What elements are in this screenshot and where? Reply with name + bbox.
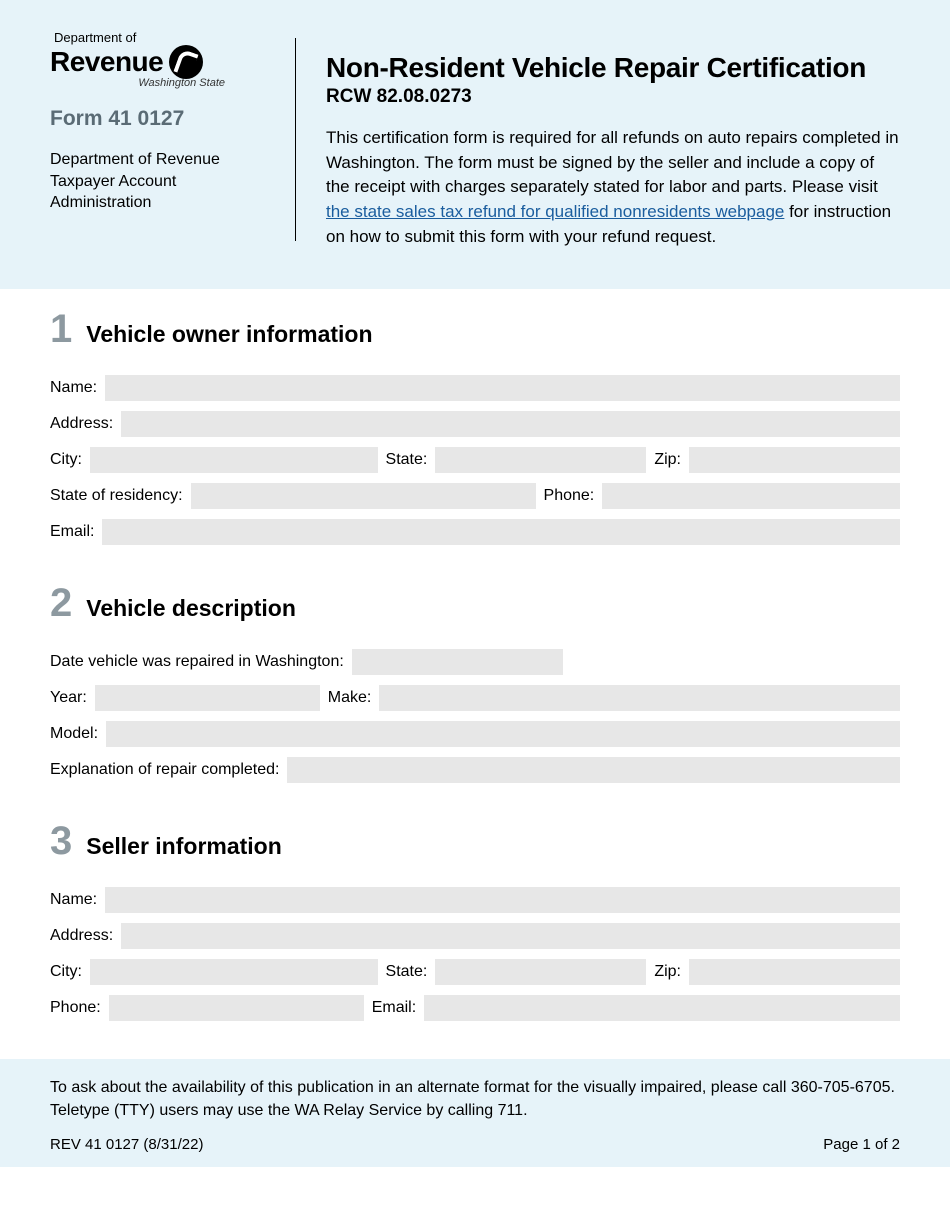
vehicle-make-input[interactable] bbox=[379, 685, 900, 711]
label-email: Email: bbox=[50, 523, 94, 541]
owner-zip-input[interactable] bbox=[689, 447, 900, 473]
seller-zip-input[interactable] bbox=[689, 959, 900, 985]
repair-explanation-input[interactable] bbox=[287, 757, 900, 783]
label-name: Name: bbox=[50, 891, 97, 909]
department-address: Department of Revenue Taxpayer Account A… bbox=[50, 149, 265, 214]
section-number: 3 bbox=[50, 821, 72, 861]
logo-sub-text: Washington State bbox=[50, 77, 225, 89]
section-number: 1 bbox=[50, 309, 72, 349]
label-state: State: bbox=[386, 451, 428, 469]
form-number: Form 41 0127 bbox=[50, 107, 265, 131]
vehicle-year-input[interactable] bbox=[95, 685, 320, 711]
label-address: Address: bbox=[50, 415, 113, 433]
footer-band: To ask about the availability of this pu… bbox=[0, 1059, 950, 1167]
repair-date-input[interactable] bbox=[352, 649, 563, 675]
seller-name-input[interactable] bbox=[105, 887, 900, 913]
label-phone: Phone: bbox=[50, 999, 101, 1017]
label-zip: Zip: bbox=[654, 963, 681, 981]
label-model: Model: bbox=[50, 725, 98, 743]
owner-phone-input[interactable] bbox=[602, 483, 900, 509]
label-address: Address: bbox=[50, 927, 113, 945]
seller-phone-input[interactable] bbox=[109, 995, 364, 1021]
owner-state-input[interactable] bbox=[435, 447, 646, 473]
header-left-col: Department of Revenue Washington State F… bbox=[50, 30, 265, 249]
footer-page-number: Page 1 of 2 bbox=[823, 1136, 900, 1153]
revenue-swirl-icon bbox=[169, 45, 203, 79]
accessibility-notice: To ask about the availability of this pu… bbox=[50, 1077, 900, 1122]
label-explanation: Explanation of repair completed: bbox=[50, 761, 279, 779]
owner-name-input[interactable] bbox=[105, 375, 900, 401]
agency-logo: Department of Revenue Washington State bbox=[50, 30, 265, 89]
owner-address-input[interactable] bbox=[121, 411, 900, 437]
label-city: City: bbox=[50, 451, 82, 469]
label-state: State: bbox=[386, 963, 428, 981]
owner-residency-input[interactable] bbox=[191, 483, 536, 509]
header-divider bbox=[295, 38, 296, 241]
section-vehicle-description: 2 Vehicle description Date vehicle was r… bbox=[50, 583, 900, 783]
owner-city-input[interactable] bbox=[90, 447, 378, 473]
label-year: Year: bbox=[50, 689, 87, 707]
page-title: Non-Resident Vehicle Repair Certificatio… bbox=[326, 52, 900, 84]
label-make: Make: bbox=[328, 689, 372, 707]
label-phone: Phone: bbox=[544, 487, 595, 505]
section-title: Vehicle owner information bbox=[86, 321, 372, 348]
label-city: City: bbox=[50, 963, 82, 981]
section-title: Seller information bbox=[86, 833, 282, 860]
intro-text-before: This certification form is required for … bbox=[326, 128, 899, 196]
seller-email-input[interactable] bbox=[424, 995, 900, 1021]
page-subtitle: RCW 82.08.0273 bbox=[326, 86, 900, 108]
header-right-col: Non-Resident Vehicle Repair Certificatio… bbox=[326, 30, 900, 249]
header-band: Department of Revenue Washington State F… bbox=[0, 0, 950, 289]
intro-paragraph: This certification form is required for … bbox=[326, 126, 900, 249]
section-number: 2 bbox=[50, 583, 72, 623]
footer-revision: REV 41 0127 (8/31/22) bbox=[50, 1136, 203, 1153]
seller-city-input[interactable] bbox=[90, 959, 378, 985]
owner-email-input[interactable] bbox=[102, 519, 900, 545]
label-zip: Zip: bbox=[654, 451, 681, 469]
logo-main-text: Revenue bbox=[50, 46, 163, 78]
section-vehicle-owner: 1 Vehicle owner information Name: Addres… bbox=[50, 309, 900, 545]
dept-line: Administration bbox=[50, 192, 265, 214]
section-seller-information: 3 Seller information Name: Address: City… bbox=[50, 821, 900, 1021]
dept-line: Department of Revenue bbox=[50, 149, 265, 171]
label-name: Name: bbox=[50, 379, 97, 397]
dept-line: Taxpayer Account bbox=[50, 171, 265, 193]
seller-address-input[interactable] bbox=[121, 923, 900, 949]
label-residency: State of residency: bbox=[50, 487, 183, 505]
vehicle-model-input[interactable] bbox=[106, 721, 900, 747]
refund-webpage-link[interactable]: the state sales tax refund for qualified… bbox=[326, 202, 784, 221]
section-title: Vehicle description bbox=[86, 595, 296, 622]
form-content: 1 Vehicle owner information Name: Addres… bbox=[0, 289, 950, 1021]
label-repair-date: Date vehicle was repaired in Washington: bbox=[50, 653, 344, 671]
label-email: Email: bbox=[372, 999, 416, 1017]
logo-top-text: Department of bbox=[54, 30, 265, 45]
seller-state-input[interactable] bbox=[435, 959, 646, 985]
